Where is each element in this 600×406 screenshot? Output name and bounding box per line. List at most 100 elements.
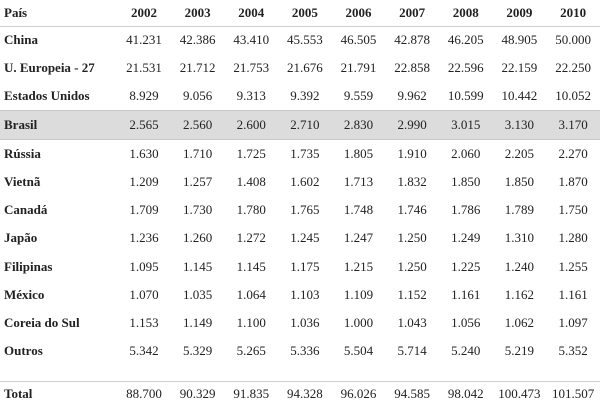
value-cell: 1.750 <box>558 201 588 217</box>
value-cell: 8.929 <box>129 88 159 104</box>
value-cell: 42.386 <box>179 32 216 48</box>
value-cell: 1.062 <box>504 315 535 331</box>
value-cell: 1.730 <box>182 201 213 217</box>
table-row: México 1.070 1.035 1.064 1.103 1.109 1.152 1.16… <box>0 281 600 309</box>
value-cell: 5.342 <box>129 343 159 359</box>
value-cell: 1.786 <box>451 201 481 217</box>
table-header-row: País 2002 2003 2004 2005 2006 2007 2008 2009 201… <box>0 0 600 26</box>
value-cell: 9.559 <box>343 88 374 104</box>
table-row: Vietnã 1.209 1.257 1.408 1.602 1.713 1.832 1.85… <box>0 167 600 195</box>
value-cell: 1.095 <box>129 258 159 274</box>
year-column-header: 2007 <box>399 4 426 20</box>
value-cell: 1.000 <box>343 315 374 331</box>
value-cell: 2.565 <box>117 110 171 140</box>
value-cell: 22.159 <box>501 60 538 76</box>
year-column-header: 2008 <box>452 4 479 20</box>
value-cell: 9.962 <box>397 88 427 104</box>
value-cell: 46.205 <box>447 32 484 48</box>
value-cell: 1.250 <box>397 258 427 274</box>
value-cell: 50.000 <box>555 32 591 48</box>
value-cell: 1.145 <box>236 258 266 274</box>
country-cell: Japão <box>4 230 38 246</box>
value-cell: 22.858 <box>394 60 431 76</box>
year-column-header: 2005 <box>291 4 318 20</box>
value-cell: 2.710 <box>278 110 332 140</box>
total-row: Total 88.700 90.329 91.835 94.328 96.026 94.58… <box>0 381 600 406</box>
value-cell: 5.240 <box>451 343 481 359</box>
value-cell: 43.410 <box>233 32 270 48</box>
value-cell: 2.600 <box>224 110 279 140</box>
value-cell: 21.791 <box>340 60 377 76</box>
year-column-header: 2002 <box>130 4 157 20</box>
table-row: Filipinas 1.095 1.145 1.145 1.175 1.215 1.250 1… <box>0 252 600 280</box>
value-cell: 10.442 <box>501 88 538 104</box>
value-cell: 1.765 <box>290 201 320 217</box>
year-column-header: 2010 <box>560 4 587 20</box>
country-cell: México <box>4 286 45 302</box>
value-cell: 1.103 <box>290 286 320 302</box>
total-label: Total <box>4 385 33 401</box>
value-cell: 5.336 <box>290 343 320 359</box>
value-cell: 1.036 <box>290 315 320 331</box>
country-cell: Vietnã <box>4 173 41 189</box>
value-cell: 1.240 <box>504 258 535 274</box>
total-value-cell: 94.585 <box>394 385 431 401</box>
value-cell: 1.850 <box>504 173 535 189</box>
value-cell: 1.272 <box>236 230 266 246</box>
value-cell: 1.097 <box>558 315 588 331</box>
country-cell: Outros <box>4 343 43 359</box>
value-cell: 1.832 <box>397 173 427 189</box>
value-cell: 2.270 <box>558 145 588 161</box>
value-cell: 1.748 <box>343 201 374 217</box>
value-cell: 48.905 <box>501 32 538 48</box>
country-cell: Rússia <box>4 145 41 161</box>
year-column-header: 2006 <box>345 4 372 20</box>
value-cell: 1.247 <box>343 230 374 246</box>
value-cell: 1.153 <box>129 315 159 331</box>
country-cell: Filipinas <box>4 258 53 274</box>
total-value-cell: 91.835 <box>233 385 270 401</box>
value-cell: 1.630 <box>129 145 159 161</box>
value-cell: 42.878 <box>394 32 431 48</box>
value-cell: 22.250 <box>555 60 591 76</box>
total-value-cell: 101.507 <box>552 385 595 401</box>
value-cell: 2.060 <box>451 145 481 161</box>
total-value-cell: 94.328 <box>286 385 323 401</box>
value-cell: 1.149 <box>182 315 213 331</box>
table-row: Japão 1.236 1.260 1.272 1.245 1.247 1.250 1.249… <box>0 224 600 252</box>
value-cell: 1.109 <box>343 286 374 302</box>
table-row-highlighted: Brasil 2.565 2.560 2.600 2.710 2.830 2.990 3.01… <box>0 110 600 140</box>
value-cell: 2.990 <box>385 110 439 140</box>
value-cell: 1.245 <box>290 230 320 246</box>
year-column-header: 2003 <box>184 4 211 20</box>
value-cell: 1.310 <box>504 230 535 246</box>
value-cell: 22.596 <box>447 60 484 76</box>
country-cell: U. Europeia - 27 <box>4 60 95 76</box>
value-cell: 1.070 <box>129 286 159 302</box>
country-cell: Canadá <box>4 201 48 217</box>
country-cell: Estados Unidos <box>4 88 90 104</box>
value-cell: 1.805 <box>343 145 374 161</box>
value-cell: 1.710 <box>182 145 213 161</box>
value-cell: 1.175 <box>290 258 320 274</box>
table-row: Coreia do Sul 1.153 1.149 1.100 1.036 1.000 1.… <box>0 309 600 337</box>
value-cell: 2.560 <box>170 110 225 140</box>
value-cell: 5.329 <box>182 343 213 359</box>
year-column-header: 2004 <box>238 4 265 20</box>
value-cell: 1.035 <box>182 286 213 302</box>
value-cell: 3.015 <box>438 110 493 140</box>
value-cell: 1.735 <box>290 145 320 161</box>
value-cell: 1.162 <box>504 286 535 302</box>
value-cell: 1.056 <box>451 315 481 331</box>
country-cell: Coreia do Sul <box>4 315 80 331</box>
value-cell: 21.753 <box>233 60 270 76</box>
value-cell: 5.265 <box>236 343 266 359</box>
value-cell: 21.531 <box>126 60 162 76</box>
value-cell: 1.255 <box>558 258 588 274</box>
value-cell: 21.712 <box>179 60 216 76</box>
value-cell: 1.780 <box>236 201 266 217</box>
value-cell: 9.313 <box>236 88 266 104</box>
value-cell: 1.064 <box>236 286 266 302</box>
value-cell: 2.205 <box>504 145 535 161</box>
